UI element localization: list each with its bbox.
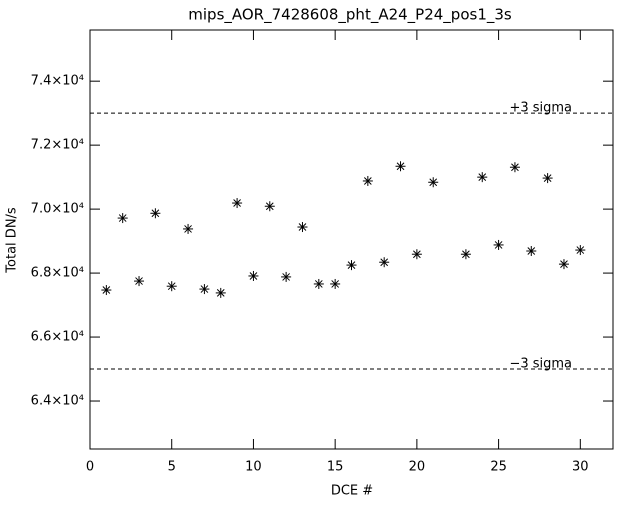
marker [215, 287, 226, 298]
chart-title: mips_AOR_7428608_pht_A24_P24_pos1_3s [188, 6, 512, 25]
marker-stroke [576, 246, 585, 254]
marker [264, 201, 275, 212]
marker-stroke [396, 162, 405, 171]
marker-stroke [560, 260, 568, 268]
marker-stroke [135, 277, 143, 285]
plot-frame [89, 29, 614, 450]
marker [575, 245, 586, 256]
x-tick-label: 0 [86, 460, 94, 475]
marker [281, 271, 292, 282]
marker [558, 259, 569, 270]
marker-stroke [167, 282, 176, 291]
marker-stroke [216, 289, 225, 297]
x-tick-label: 30 [572, 460, 589, 475]
x-axis-label: DCE # [331, 484, 373, 499]
marker-stroke [347, 261, 356, 269]
marker-stroke [298, 223, 307, 231]
x-tick-label: 15 [327, 460, 344, 475]
marker-stroke [511, 163, 519, 172]
marker [460, 249, 471, 260]
marker-stroke [151, 209, 160, 218]
marker [150, 208, 161, 219]
y-tick-label: 6.6×10⁴ [31, 330, 84, 345]
marker [183, 223, 194, 234]
marker [428, 177, 439, 188]
marker-stroke [200, 285, 209, 293]
marker [526, 246, 537, 257]
marker [297, 222, 308, 233]
y-tick-label: 7.0×10⁴ [31, 202, 84, 217]
y-axis-label: Total DN/s [5, 207, 20, 274]
marker-stroke [478, 173, 487, 181]
x-tick-label: 25 [490, 460, 507, 475]
marker-stroke [543, 174, 552, 182]
marker [493, 239, 504, 250]
marker-stroke [462, 250, 470, 259]
marker [199, 284, 210, 295]
marker-stroke [233, 199, 241, 207]
marker [509, 162, 520, 173]
marker-stroke [413, 250, 421, 259]
marker [362, 175, 373, 186]
marker [395, 161, 406, 172]
marker [134, 276, 145, 287]
marker-stroke [249, 272, 258, 280]
marker [313, 278, 324, 289]
y-tick-label: 7.2×10⁴ [31, 138, 84, 153]
marker-stroke [118, 214, 127, 222]
marker-stroke [429, 178, 438, 187]
marker-stroke [527, 247, 536, 255]
x-tick-label: 5 [168, 460, 176, 475]
marker [477, 172, 488, 183]
marker-stroke [314, 280, 323, 288]
marker [330, 278, 341, 289]
y-tick-label: 6.4×10⁴ [31, 394, 84, 409]
marker [379, 257, 390, 268]
marker-stroke [282, 273, 290, 281]
marker [411, 249, 422, 260]
marker [542, 173, 553, 184]
marker-stroke [184, 225, 192, 233]
marker-stroke [363, 177, 372, 185]
marker-stroke [380, 258, 389, 267]
x-tick-label: 10 [245, 460, 262, 475]
marker [101, 285, 112, 296]
marker-stroke [331, 280, 340, 288]
marker-stroke [102, 286, 111, 294]
reference-label: −3 sigma [509, 357, 572, 372]
marker [346, 260, 357, 271]
marker [117, 213, 128, 224]
y-tick-label: 7.4×10⁴ [31, 74, 84, 89]
marker [248, 270, 259, 281]
marker-stroke [494, 241, 503, 249]
y-tick-label: 6.8×10⁴ [31, 266, 84, 281]
marker-stroke [265, 202, 274, 211]
marker [232, 198, 243, 209]
x-tick-label: 20 [409, 460, 426, 475]
reference-label: +3 sigma [509, 101, 572, 116]
marker [166, 281, 177, 292]
